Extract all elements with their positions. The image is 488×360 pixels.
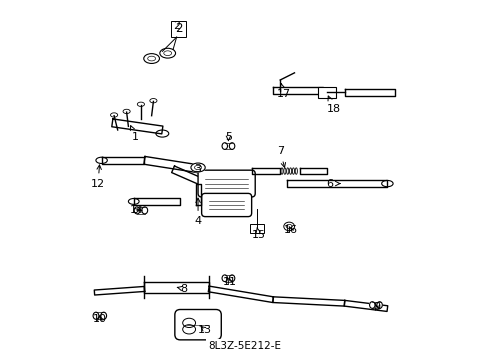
Ellipse shape	[156, 130, 168, 137]
Ellipse shape	[183, 325, 195, 334]
Polygon shape	[251, 168, 280, 174]
Ellipse shape	[93, 312, 99, 319]
Ellipse shape	[295, 168, 297, 174]
Ellipse shape	[285, 224, 291, 229]
Ellipse shape	[194, 165, 201, 170]
Text: 15: 15	[251, 228, 265, 240]
Ellipse shape	[101, 312, 106, 319]
Ellipse shape	[123, 109, 130, 113]
Text: 3: 3	[194, 164, 201, 174]
Ellipse shape	[283, 168, 285, 174]
Ellipse shape	[142, 207, 147, 214]
Ellipse shape	[110, 113, 118, 117]
Polygon shape	[272, 297, 344, 306]
Text: 4: 4	[194, 198, 201, 226]
Ellipse shape	[160, 48, 175, 58]
Ellipse shape	[222, 275, 227, 282]
Ellipse shape	[381, 180, 392, 187]
Ellipse shape	[286, 168, 288, 174]
Ellipse shape	[229, 143, 234, 149]
Ellipse shape	[222, 143, 227, 149]
Polygon shape	[94, 287, 144, 295]
Polygon shape	[144, 282, 208, 293]
FancyBboxPatch shape	[198, 170, 255, 197]
Text: 14: 14	[130, 205, 144, 215]
Text: 17: 17	[276, 84, 290, 99]
Ellipse shape	[281, 168, 283, 174]
Ellipse shape	[147, 56, 155, 61]
Text: 2: 2	[174, 22, 182, 35]
Ellipse shape	[283, 222, 294, 231]
Polygon shape	[344, 300, 387, 311]
Polygon shape	[195, 184, 200, 205]
Polygon shape	[208, 286, 273, 302]
Ellipse shape	[143, 54, 159, 63]
Text: 7: 7	[276, 147, 285, 167]
Ellipse shape	[183, 318, 195, 328]
Text: 6: 6	[326, 179, 339, 189]
Polygon shape	[134, 198, 180, 204]
Text: 8L3Z-5E212-E: 8L3Z-5E212-E	[207, 342, 281, 351]
Text: 12: 12	[91, 165, 105, 189]
Text: 10: 10	[93, 314, 106, 324]
Bar	[171, 21, 185, 37]
Ellipse shape	[229, 275, 234, 282]
Text: 2: 2	[173, 21, 180, 31]
Ellipse shape	[137, 102, 144, 107]
FancyBboxPatch shape	[175, 310, 221, 340]
Polygon shape	[299, 168, 326, 174]
Polygon shape	[171, 166, 203, 185]
Polygon shape	[317, 87, 335, 98]
Text: 9: 9	[372, 302, 380, 312]
FancyBboxPatch shape	[201, 193, 251, 217]
Polygon shape	[112, 119, 163, 134]
Text: 1: 1	[130, 126, 139, 142]
Text: 8: 8	[177, 284, 187, 294]
Polygon shape	[344, 89, 394, 96]
Ellipse shape	[149, 99, 157, 103]
Polygon shape	[272, 87, 323, 94]
Text: 13: 13	[198, 325, 212, 335]
Ellipse shape	[134, 207, 140, 214]
Ellipse shape	[190, 163, 205, 172]
Ellipse shape	[376, 302, 382, 309]
Polygon shape	[102, 157, 144, 163]
Ellipse shape	[292, 168, 294, 174]
Ellipse shape	[163, 51, 171, 55]
Polygon shape	[249, 224, 264, 233]
Text: 16: 16	[284, 225, 297, 235]
Ellipse shape	[128, 198, 139, 204]
Ellipse shape	[369, 302, 374, 309]
Polygon shape	[143, 157, 202, 173]
Text: 5: 5	[224, 132, 231, 142]
Text: 18: 18	[326, 96, 340, 113]
Ellipse shape	[289, 168, 291, 174]
Text: 11: 11	[223, 277, 237, 287]
Polygon shape	[287, 180, 386, 187]
Ellipse shape	[96, 157, 107, 163]
